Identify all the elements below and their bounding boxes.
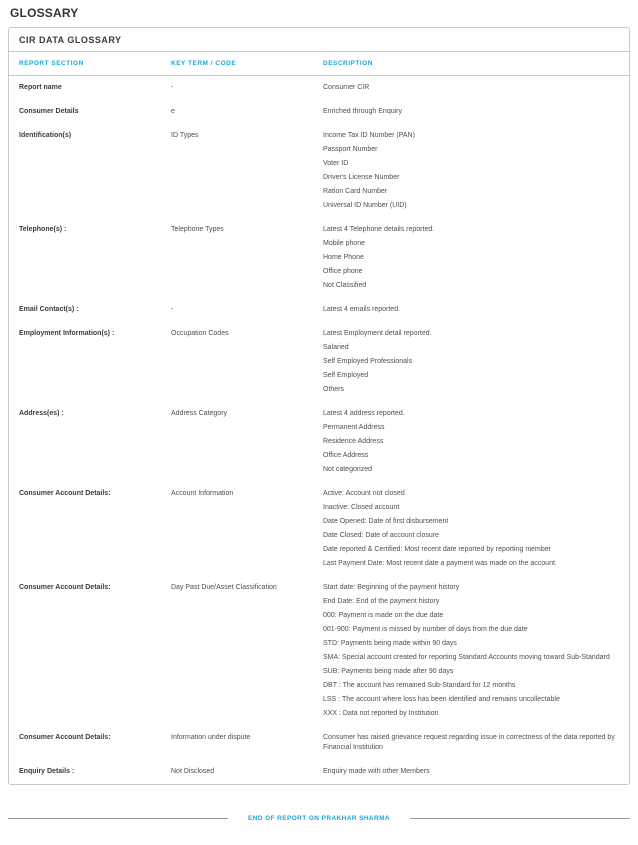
table-row: Consumer Account Details: Account Informa… (9, 482, 629, 576)
description-line: Start date: Beginning of the payment his… (323, 584, 460, 591)
key-term-cell: ID Types (171, 132, 199, 139)
end-of-report-text: END OF REPORT ON PRAKHAR SHARMA (247, 815, 391, 822)
table-row: Consumer Account Details: Day Past Due/As… (9, 576, 629, 726)
report-section-cell: Enquiry Details : (19, 768, 75, 775)
report-section-cell: Email Contact(s) : (19, 306, 79, 313)
description-line: Enriched through Enquiry (323, 108, 402, 115)
table-row: Consumer Details e Enriched through Enquir… (9, 100, 629, 124)
description-line: Ration Card Number (323, 188, 388, 195)
description-line: Last Payment Date: Most recent date a pa… (323, 560, 557, 567)
description-cell: Start date: Beginning of the payment his… (323, 583, 619, 723)
description-cell: Latest Employment detail reported. Salari… (323, 329, 619, 399)
description-line: SMA: Special account created for reporti… (323, 654, 610, 661)
report-section-cell: Telephone(s) : (19, 226, 67, 233)
key-term-cell: - (171, 306, 174, 313)
table-row: Email Contact(s) : - Latest 4 emails repor… (9, 298, 629, 322)
panel-title: CIR DATA GLOSSARY (9, 28, 629, 52)
table-row: Address(es) : Address Category Latest 4 ad… (9, 402, 629, 482)
end-of-report-divider: END OF REPORT ON PRAKHAR SHARMA (8, 815, 631, 822)
page-title: GLOSSARY (10, 6, 79, 20)
description-line: Self Employed (323, 372, 369, 379)
description-line: Enquiry made with other Members (323, 768, 430, 775)
description-line: STD: Payments being made within 90 days (323, 640, 457, 647)
description-cell: Consumer CIR (323, 83, 619, 97)
description-cell: Active: Account not closed Inactive: Clos… (323, 489, 619, 573)
description-line: Latest 4 emails reported. (323, 306, 401, 313)
description-line: Consumer has raised grievance request re… (323, 734, 615, 751)
glossary-panel: CIR DATA GLOSSARY REPORT SECTION KEY TER… (8, 27, 630, 785)
key-term-cell: Telephone Types (171, 226, 224, 233)
description-line: Mobile phone (323, 240, 366, 247)
description-line: DBT : The account has remained Sub-Stand… (323, 682, 516, 689)
description-cell: Consumer has raised grievance request re… (323, 733, 619, 757)
key-term-cell: e (171, 108, 175, 115)
description-cell: Latest 4 emails reported. (323, 305, 619, 319)
table-header-row: REPORT SECTION KEY TERM / CODE DESCRIPTI… (9, 52, 629, 76)
description-line: Home Phone (323, 254, 364, 261)
report-section-cell: Address(es) : (19, 410, 64, 417)
description-line: Voter ID (323, 160, 349, 167)
description-line: SUB: Payments being made after 90 days (323, 668, 454, 675)
description-line: Date reported & Certified: Most recent d… (323, 546, 551, 553)
report-section-cell: Identification(s) (19, 132, 72, 139)
description-cell: Income Tax ID Number (PAN) Passport Numbe… (323, 131, 619, 215)
report-section-cell: Consumer Details (19, 108, 79, 115)
description-line: 001-900: Payment is missed by number of … (323, 626, 528, 633)
column-header-key-term: KEY TERM / CODE (171, 60, 237, 67)
key-term-cell: Not Disclosed (171, 768, 215, 775)
column-header-description: DESCRIPTION (323, 60, 373, 67)
key-term-cell: Day Past Due/Asset Classification (171, 584, 277, 591)
description-line: XXX : Data not reported by Institution (323, 710, 439, 717)
description-cell: Enriched through Enquiry (323, 107, 619, 121)
description-line: Salaried (323, 344, 349, 351)
report-section-cell: Report name (19, 84, 62, 91)
key-term-cell: Occupation Codes (171, 330, 229, 337)
description-line: Not categorized (323, 466, 373, 473)
description-line: Inactive: Closed account (323, 504, 400, 511)
description-cell: Enquiry made with other Members (323, 767, 619, 781)
report-section-cell: Consumer Account Details: (19, 734, 111, 741)
description-line: Latest Employment detail reported. (323, 330, 432, 337)
description-line: Date Opened: Date of first disbursement (323, 518, 449, 525)
description-cell: Latest 4 Telephone details reported. Mobi… (323, 225, 619, 295)
description-line: LSS : The account where loss has been id… (323, 696, 560, 703)
description-line: Not Classified (323, 282, 367, 289)
description-line: Residence Address (323, 438, 384, 445)
description-line: Others (323, 386, 345, 393)
table-row: Enquiry Details : Not Disclosed Enquiry ma… (9, 760, 629, 784)
divider-line-left (8, 818, 228, 819)
table-row: Telephone(s) : Telephone Types Latest 4 Te… (9, 218, 629, 298)
description-line: Permanent Address (323, 424, 385, 431)
description-line: Latest 4 address reported. (323, 410, 405, 417)
table-body: Report name - Consumer CIR Consumer Details… (9, 76, 629, 784)
description-line: Self Employed Professionals (323, 358, 413, 365)
table-row: Report name - Consumer CIR (9, 76, 629, 100)
key-term-cell: Information under dispute (171, 734, 251, 741)
description-line: Universal ID Number (UID) (323, 202, 407, 209)
key-term-cell: Account Information (171, 490, 234, 497)
report-section-cell: Employment Information(s) : (19, 330, 115, 337)
description-line: End Date: End of the payment history (323, 598, 440, 605)
description-line: 000: Payment is made on the due date (323, 612, 444, 619)
report-page: GLOSSARY CIR DATA GLOSSARY REPORT SECTIO… (8, 6, 631, 822)
table-row: Identification(s) ID Types Income Tax ID N… (9, 124, 629, 218)
key-term-cell: - (171, 84, 174, 91)
report-section-cell: Consumer Account Details: (19, 490, 111, 497)
column-header-report-section: REPORT SECTION (19, 60, 84, 67)
description-line: Driver's License Number (323, 174, 400, 181)
description-line: Date Closed: Date of account closure (323, 532, 439, 539)
key-term-cell: Address Category (171, 410, 228, 417)
table-row: Employment Information(s) : Occupation Co… (9, 322, 629, 402)
description-line: Passport Number (323, 146, 378, 153)
description-line: Active: Account not closed (323, 490, 405, 497)
description-line: Office Address (323, 452, 369, 459)
description-line: Latest 4 Telephone details reported. (323, 226, 435, 233)
description-line: Consumer CIR (323, 84, 370, 91)
description-line: Income Tax ID Number (PAN) (323, 132, 415, 139)
divider-line-right (410, 818, 631, 819)
description-line: Office phone (323, 268, 363, 275)
report-section-cell: Consumer Account Details: (19, 584, 111, 591)
table-row: Consumer Account Details: Information und… (9, 726, 629, 760)
description-cell: Latest 4 address reported. Permanent Addr… (323, 409, 619, 479)
